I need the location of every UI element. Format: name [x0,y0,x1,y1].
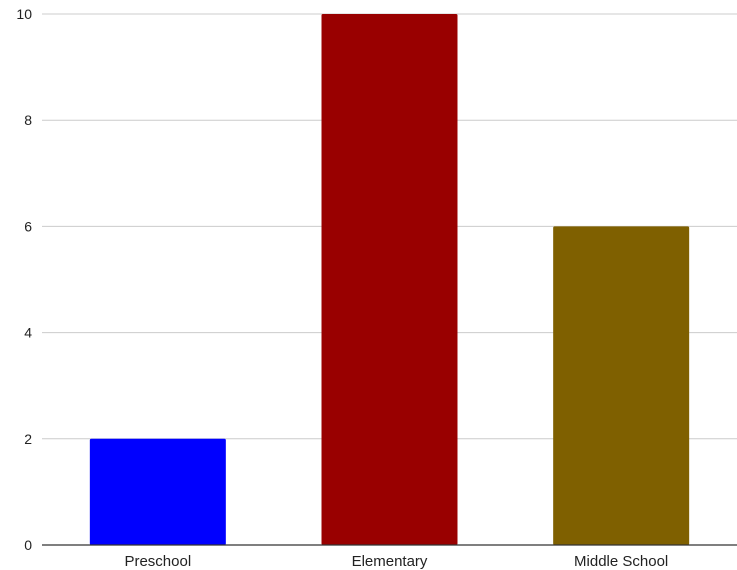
y-tick-label: 0 [24,537,32,553]
x-axis-tick-labels: Preschool Elementary Middle School [124,553,668,570]
y-axis-tick-labels: 0 2 4 6 8 10 [16,6,32,553]
bar-preschool[interactable] [89,438,226,545]
y-tick-label: 2 [24,431,32,447]
x-tick-label: Preschool [124,553,191,570]
bar-middle-school[interactable] [553,226,690,545]
x-tick-label: Elementary [352,553,428,570]
bar-elementary[interactable] [321,14,458,545]
bars [89,14,690,545]
y-tick-label: 10 [16,6,32,22]
x-tick-label: Middle School [574,553,668,570]
y-tick-label: 6 [24,218,32,234]
y-tick-label: 8 [24,112,32,128]
y-tick-label: 4 [24,325,32,341]
